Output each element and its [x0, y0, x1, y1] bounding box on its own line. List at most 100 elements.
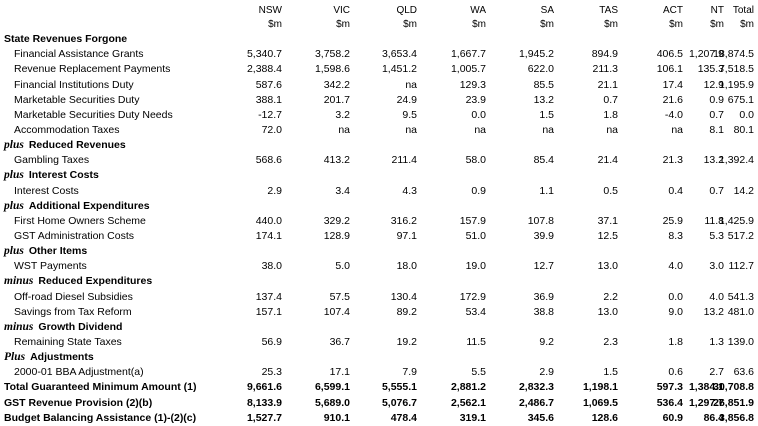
value-cell: 57.5 — [329, 290, 350, 303]
value-cell: 128.9 — [323, 230, 350, 242]
value-cell: 106.1 — [656, 63, 683, 76]
section-prefix: minus — [4, 320, 34, 333]
value-cell: 0.9 — [709, 93, 724, 106]
value-cell: 894.9 — [591, 48, 618, 61]
row-label: State Revenues Forgone — [4, 32, 127, 47]
value-cell: 11.8 — [704, 214, 724, 227]
value-cell: 568.6 — [255, 154, 282, 167]
table-row: Accommodation Taxes 72.0 na na na na na na 8.1 80… — [0, 123, 758, 138]
row-label-text: Revenue Replacement Payments — [14, 63, 171, 76]
column-unit: $m — [403, 19, 417, 30]
row-label-text: Other Items — [28, 245, 88, 258]
value-cell: 21.1 — [597, 78, 618, 91]
value-cell: 1,667.7 — [450, 48, 486, 61]
value-cell: 0.0 — [471, 108, 486, 121]
value-cell: 21.3 — [662, 154, 683, 167]
row-label: Plus Adjustments — [4, 350, 94, 365]
value-cell: 1.5 — [539, 108, 554, 121]
value-cell: 38.0 — [261, 260, 282, 273]
value-cell: 172.9 — [459, 290, 486, 303]
value-cell: 137.4 — [255, 290, 282, 303]
row-label: Marketable Securities Duty Needs — [14, 108, 173, 123]
column-header: TAS — [599, 5, 618, 16]
row-label-text: Gambling Taxes — [14, 154, 90, 167]
value-cell: 3,758.2 — [314, 48, 350, 61]
section-heading: State Revenues Forgone — [0, 32, 758, 47]
value-cell: 19.0 — [465, 260, 486, 273]
value-cell: 478.4 — [390, 411, 417, 424]
value-cell: 26,851.9 — [713, 396, 754, 409]
row-label: GST Administration Costs — [14, 229, 134, 244]
value-cell: 0.9 — [471, 184, 486, 197]
section-prefix: plus — [4, 245, 24, 258]
row-label: Off-road Diesel Subsidies — [14, 290, 133, 305]
value-cell: 0.7 — [603, 93, 618, 106]
row-label-text: Marketable Securities Duty Needs — [14, 108, 173, 121]
row-label-text: Accommodation Taxes — [14, 123, 120, 136]
value-cell: 1,527.7 — [246, 411, 282, 424]
value-cell: 2.9 — [267, 184, 282, 197]
value-cell: 14.2 — [733, 184, 754, 197]
value-cell: 1,198.1 — [582, 381, 618, 394]
value-cell: 18,874.5 — [713, 48, 754, 61]
value-cell: 0.7 — [709, 184, 724, 197]
table-row: Interest Costs 2.9 3.4 4.3 0.9 1.1 0.5 0.4 0.7 14… — [0, 184, 758, 199]
value-cell: 6,599.1 — [314, 381, 350, 394]
table-row: Savings from Tax Reform 157.1 107.4 89.2 53.… — [0, 305, 758, 320]
value-cell: 51.0 — [465, 230, 486, 242]
row-label-text: Interest Costs — [14, 184, 79, 197]
column-unit: $m — [472, 19, 486, 30]
row-label: Marketable Securities Duty — [14, 93, 139, 108]
column-unit: $m — [669, 19, 683, 30]
table-row: Marketable Securities Duty 388.1 201.7 24.9… — [0, 93, 758, 108]
row-label-text: WST Payments — [14, 260, 87, 273]
value-cell: 2,562.1 — [450, 396, 486, 409]
value-cell: 406.5 — [656, 48, 683, 61]
value-cell: 174.1 — [255, 230, 282, 242]
value-cell: -12.7 — [258, 108, 282, 121]
value-cell: na — [405, 123, 417, 136]
value-cell: 72.0 — [261, 123, 282, 136]
row-label-text: Total Guaranteed Minimum Amount (1) — [4, 381, 197, 394]
value-cell: 1.3 — [709, 336, 724, 348]
column-unit: $m — [268, 19, 282, 30]
row-label: plus Interest Costs — [4, 168, 99, 183]
value-cell: 1.8 — [668, 336, 683, 348]
value-cell: 56.9 — [261, 336, 282, 348]
value-cell: 18.0 — [396, 260, 417, 273]
row-label: Budget Balancing Assistance (1)-(2)(c) — [4, 411, 196, 426]
value-cell: -4.0 — [664, 108, 683, 121]
row-label-text: Marketable Securities Duty — [14, 93, 140, 106]
total-row: GST Revenue Provision (2)(b) 8,133.9 5,689… — [0, 396, 758, 411]
row-label-text: Additional Expenditures — [28, 199, 150, 212]
value-cell: 135.3 — [697, 63, 724, 76]
header-row-units: $m $m $m $m $m $m $m $m $m — [0, 17, 758, 32]
column-header: WA — [470, 5, 486, 16]
value-cell: 1,384.1 — [688, 381, 724, 394]
value-cell: 1.1 — [539, 184, 554, 197]
value-cell: 2.3 — [603, 336, 618, 348]
section-prefix: Plus — [4, 351, 26, 364]
row-label-text: First Home Owners Scheme — [14, 214, 146, 227]
value-cell: 5,076.7 — [381, 396, 417, 409]
value-cell: 97.1 — [396, 230, 417, 242]
value-cell: 129.3 — [459, 78, 486, 91]
row-label: Accommodation Taxes — [14, 123, 119, 138]
value-cell: 319.1 — [459, 411, 486, 424]
section-prefix: plus — [4, 199, 24, 212]
value-cell: 481.0 — [727, 305, 754, 318]
value-cell: 3.2 — [335, 108, 350, 121]
value-cell: 130.4 — [390, 290, 417, 303]
value-cell: 85.5 — [533, 78, 554, 91]
value-cell: 329.2 — [323, 214, 350, 227]
value-cell: 21.6 — [662, 93, 683, 106]
value-cell: 2.7 — [709, 366, 724, 379]
value-cell: 1.8 — [603, 108, 618, 121]
value-cell: 0.7 — [709, 108, 724, 121]
value-cell: 1,005.7 — [450, 63, 486, 76]
column-unit: $m — [740, 19, 754, 30]
row-label-text: GST Revenue Provision (2)(b) — [4, 396, 153, 409]
value-cell: 2,832.3 — [518, 381, 554, 394]
value-cell: 316.2 — [390, 214, 417, 227]
value-cell: 2,388.4 — [246, 63, 282, 76]
